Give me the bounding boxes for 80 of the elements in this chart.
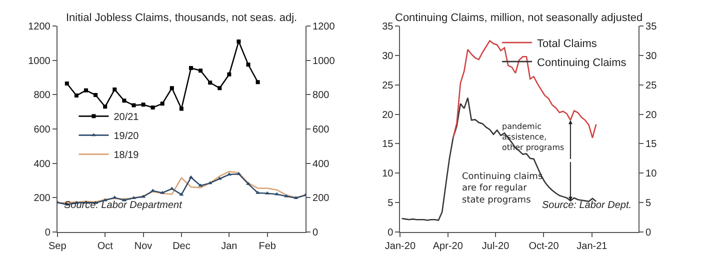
point — [84, 88, 88, 92]
y-tick-label: 25 — [382, 80, 394, 92]
y2-tick-label: 25 — [646, 80, 658, 92]
y-tick-label: 35 — [382, 22, 394, 32]
point — [170, 86, 174, 90]
point — [188, 66, 193, 70]
y-tick-label: 400 — [34, 158, 51, 170]
y-tick-label: 15 — [382, 139, 394, 150]
x-tick-label: Sep — [48, 241, 67, 252]
point — [150, 106, 155, 110]
y2-tick-label: 600 — [312, 124, 330, 136]
point — [160, 190, 165, 194]
x-tick-label: Dec — [172, 241, 190, 252]
x-tick-label: Nov — [134, 241, 152, 252]
y2-tick-label: 1000 — [312, 56, 336, 67]
point — [265, 191, 270, 194]
legend-label: 20/21 — [114, 112, 140, 124]
point — [208, 181, 212, 184]
point — [94, 93, 98, 98]
annotation: Source: Labor Department — [64, 200, 184, 211]
y-tick-label: 30 — [382, 50, 394, 62]
x-tick-label: Jan-21 — [576, 241, 608, 252]
legend-label: 19/20 — [114, 131, 140, 142]
y-tick-label: 0 — [388, 228, 394, 238]
point — [227, 72, 232, 76]
point — [294, 196, 298, 200]
point — [150, 188, 156, 192]
y2-tick-label: 5 — [646, 198, 652, 210]
y2-tick-label: 35 — [646, 22, 658, 32]
y-tick-label: 600 — [34, 124, 51, 136]
x-tick-label: Jul-20 — [482, 241, 510, 252]
y2-tick-label: 10 — [646, 168, 658, 180]
point — [103, 104, 108, 109]
x-tick-label: Jan-20 — [384, 241, 416, 252]
y2-tick-label: 20 — [646, 110, 658, 121]
point — [218, 86, 222, 90]
x-tick-label: Jan — [221, 241, 238, 252]
y-tick-label: 20 — [382, 110, 394, 121]
legend-label: Continuing Claims — [537, 56, 627, 69]
point — [188, 175, 194, 178]
point — [122, 98, 126, 103]
x-tick-label: Oct — [97, 241, 114, 252]
point — [160, 102, 164, 106]
y-tick-label: 1000 — [28, 56, 51, 67]
y-tick-label: 10 — [382, 168, 394, 180]
legend-label: Total Claims — [537, 38, 598, 50]
point — [64, 82, 69, 86]
x-tick-label: Feb — [258, 241, 276, 252]
point — [256, 80, 260, 84]
x-tick-label: Apr-20 — [432, 241, 464, 252]
y-tick-label: 1200 — [28, 22, 51, 32]
point — [284, 194, 289, 198]
y2-tick-label: 30 — [646, 50, 658, 62]
point — [226, 172, 232, 176]
y2-tick-label: 0 — [312, 228, 319, 238]
y2-tick-label: 400 — [312, 158, 330, 170]
point — [198, 68, 203, 73]
legend-label: 18/19 — [114, 150, 140, 162]
annotation: Source: Labor Dept. — [542, 200, 632, 211]
point — [112, 88, 117, 92]
y-tick-label: 0 — [44, 228, 51, 238]
y2-tick-label: 1200 — [312, 22, 336, 32]
point — [179, 106, 184, 111]
x-tick-label: Oct-20 — [528, 241, 560, 252]
point — [132, 103, 136, 108]
y2-tick-label: 15 — [646, 139, 658, 150]
point — [246, 62, 250, 67]
y-tick-label: 5 — [388, 198, 394, 210]
y2-tick-label: 200 — [312, 193, 330, 204]
y2-tick-label: 0 — [646, 228, 652, 238]
point — [141, 102, 146, 107]
point — [208, 80, 212, 85]
y2-tick-label: 800 — [312, 90, 330, 102]
chart-title: Continuing Claims, million, not seasonally adjusted — [395, 12, 643, 24]
point — [236, 39, 241, 44]
y-tick-label: 800 — [34, 90, 51, 102]
chart-title: Initial Jobless Claims, thousands, not seas. adj. — [66, 12, 298, 24]
y-tick-label: 200 — [34, 193, 51, 204]
annotation: Continuing claims are for regular state programs — [462, 172, 543, 206]
point — [74, 94, 78, 98]
